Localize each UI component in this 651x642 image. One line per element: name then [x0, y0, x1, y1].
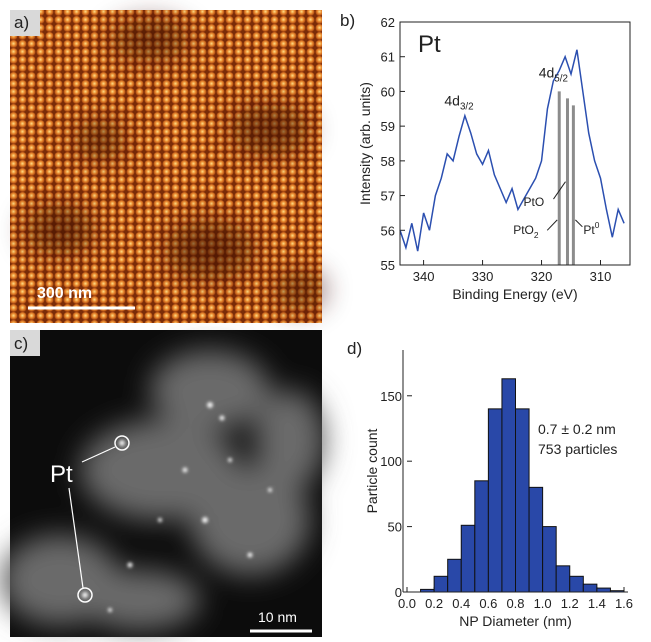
- scale-bar-label: 300 nm: [37, 285, 92, 302]
- bar: [515, 408, 530, 593]
- leader: [553, 181, 566, 200]
- annotation-sup: 0: [595, 220, 600, 230]
- annotation: 0.7 ± 0.2 nm: [538, 421, 616, 437]
- annotation-text: Pt: [583, 223, 595, 237]
- x-tick-label: 0.4: [452, 596, 470, 611]
- annotation: PtO2: [513, 223, 539, 240]
- y-tick-label: 56: [381, 223, 395, 238]
- y-tick-label: 50: [388, 520, 402, 535]
- bar: [542, 526, 557, 593]
- y-tick-label: 59: [381, 119, 395, 134]
- bar: [582, 583, 598, 593]
- x-tick-label: 0.2: [425, 596, 443, 611]
- x-tick-label: 0.8: [506, 596, 524, 611]
- bar: [596, 587, 611, 593]
- x-tick-label: 330: [472, 269, 494, 284]
- x-axis-label: Binding Energy (eV): [452, 286, 577, 302]
- bar: [433, 575, 449, 593]
- y-axis-label: Intensity (arb. units): [357, 82, 373, 205]
- panel-label: b): [340, 11, 355, 30]
- tem-image: Pt c) 10 nm: [0, 330, 325, 637]
- annotation-sub: 2: [534, 230, 539, 240]
- bar: [447, 558, 462, 593]
- annotation-sub: 5/2: [554, 74, 568, 85]
- chart-title: Pt: [418, 31, 441, 58]
- annotation-text: PtO: [513, 223, 534, 237]
- bar: [528, 486, 544, 593]
- x-tick-label: 310: [590, 269, 612, 284]
- scale-bar-label: 10 nm: [258, 609, 297, 625]
- bar: [555, 565, 571, 593]
- y-tick-label: 55: [381, 258, 395, 273]
- bar: [501, 378, 516, 593]
- x-tick-label: 1.0: [534, 596, 552, 611]
- leader: [546, 219, 558, 231]
- bar: [569, 575, 584, 593]
- annotation: Pt: [50, 461, 73, 488]
- y-axis-label: Particle count: [364, 428, 380, 513]
- bar: [474, 480, 489, 593]
- annotation-text: PtO: [523, 195, 544, 209]
- x-tick-label: 0.0: [398, 596, 416, 611]
- annotation-sub: 3/2: [460, 101, 474, 112]
- plot-frame: [399, 21, 631, 266]
- x-tick-label: 1.6: [615, 596, 633, 611]
- x-tick-label: 320: [531, 269, 553, 284]
- y-tick-label: 61: [381, 50, 395, 65]
- annotation: Pt0: [583, 220, 599, 237]
- x-tick-label: 0.6: [479, 596, 497, 611]
- x-axis-label: NP Diameter (nm): [459, 613, 572, 629]
- y-tick-label: 62: [381, 15, 395, 30]
- y-tick-label: 0: [395, 585, 402, 600]
- y-tick-label: 58: [381, 154, 395, 169]
- annotation: 753 particles: [538, 441, 617, 457]
- annotation: 4d3/2: [444, 92, 473, 112]
- spectrum-line: [399, 49, 625, 252]
- y-tick-label: 100: [380, 454, 402, 469]
- y-tick-label: 150: [380, 389, 402, 404]
- afm-image: a) 300 nm: [10, 10, 325, 323]
- panel-label: a): [14, 13, 29, 32]
- y-tick-label: 60: [381, 84, 395, 99]
- x-tick-label: 1.4: [588, 596, 606, 611]
- bar: [460, 524, 476, 593]
- leader: [575, 219, 583, 228]
- annotation: 4d5/2: [539, 65, 568, 85]
- bar: [487, 408, 503, 593]
- annotation-text: 4d: [539, 65, 555, 81]
- annotation-text: 4d: [444, 92, 460, 108]
- y-tick-label: 57: [381, 189, 395, 204]
- x-tick-label: 1.2: [561, 596, 579, 611]
- panel-label: d): [347, 339, 362, 358]
- annotation: PtO: [523, 195, 544, 209]
- x-tick-label: 340: [413, 269, 435, 284]
- panel-label: c): [14, 334, 28, 353]
